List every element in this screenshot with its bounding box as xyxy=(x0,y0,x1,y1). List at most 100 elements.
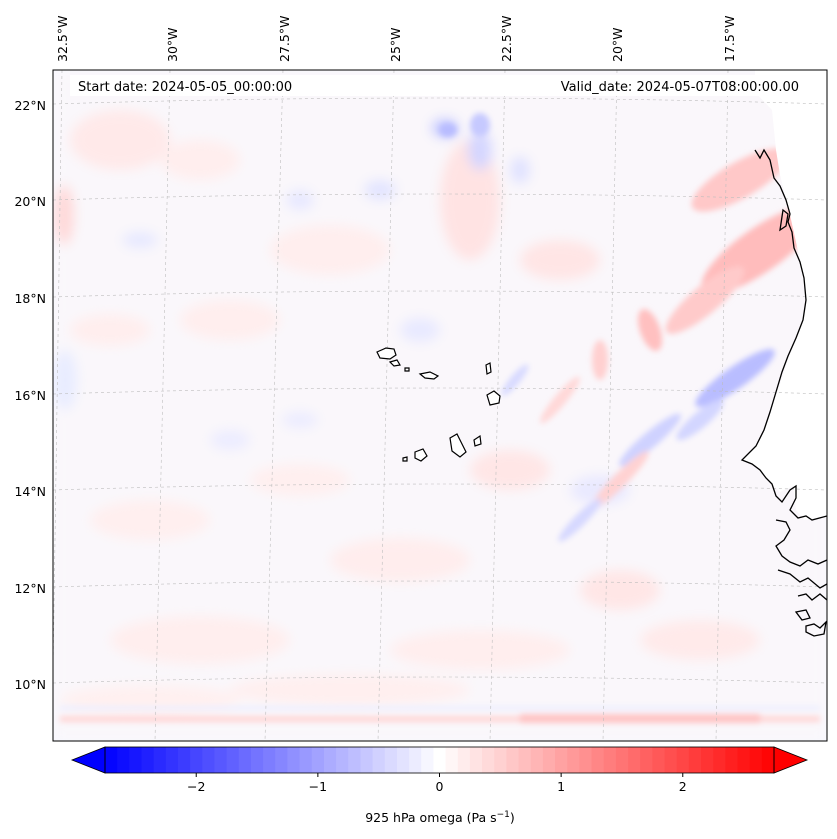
colorbar-cell xyxy=(664,747,678,773)
colorbar-extend-min xyxy=(70,746,106,774)
colorbar-cell xyxy=(688,747,702,773)
colorbar-cell xyxy=(591,747,605,773)
land-africa xyxy=(742,70,827,741)
lat-label: 22°N xyxy=(14,98,46,113)
colorbar-cell xyxy=(761,747,775,773)
colorbar-cell xyxy=(530,747,544,773)
lon-label: 25°W xyxy=(388,27,403,62)
colorbar-cell xyxy=(275,747,289,773)
colorbar-tick-label: 1 xyxy=(557,779,565,794)
colorbar-cell xyxy=(105,747,118,773)
lat-label: 20°N xyxy=(14,194,46,209)
island-sal xyxy=(485,362,492,375)
valid-date-label: Valid_date: 2024-05-07T08:00:00.00 xyxy=(561,80,799,95)
colorbar-tick-label: −1 xyxy=(309,779,327,794)
colorbar-cell xyxy=(749,747,763,773)
colorbar-cell xyxy=(676,747,690,773)
colorbar-cell xyxy=(433,747,447,773)
colorbar-cell xyxy=(615,747,629,773)
colorbar-cell xyxy=(409,747,422,773)
colorbar-label: 925 hPa omega (Pa s−1) xyxy=(365,810,515,825)
island-sao-vicente xyxy=(388,359,401,367)
colorbar-cell xyxy=(360,747,374,773)
colorbar-tick-label: 0 xyxy=(436,779,444,794)
colorbar-cell xyxy=(555,747,568,773)
map-panel[interactable]: Start date: 2024-05-05_00:00:00 Valid_da… xyxy=(52,69,830,742)
island-santa-luzia xyxy=(404,367,410,372)
colorbar-cell xyxy=(469,747,483,773)
colorbar-tick-label: −2 xyxy=(187,779,205,794)
colorbar-cells xyxy=(105,747,775,773)
colorbar-cell xyxy=(263,747,276,773)
coastline xyxy=(740,148,827,637)
colorbar-tick-label: 2 xyxy=(679,779,687,794)
colorbar-cell xyxy=(384,747,398,773)
lat-label: 16°N xyxy=(14,388,46,403)
colorbar-cell xyxy=(153,747,167,773)
colorbar-cell xyxy=(628,747,641,773)
colorbar-cell xyxy=(311,747,325,773)
island-maio xyxy=(473,434,482,447)
island-brava xyxy=(402,456,408,462)
start-date-label: Start date: 2024-05-05_00:00:00 xyxy=(78,80,292,95)
colorbar-cell xyxy=(190,747,203,773)
lat-label: 14°N xyxy=(14,484,46,499)
island-santo-antao xyxy=(376,347,397,360)
island-boa-vista xyxy=(486,390,501,406)
colorbar-cell xyxy=(725,747,739,773)
colorbar-cell xyxy=(287,747,301,773)
colorbar-cell xyxy=(482,747,495,773)
colorbar-cell xyxy=(445,747,459,773)
colorbar-cell xyxy=(165,747,179,773)
colorbar-cell xyxy=(238,747,252,773)
colorbar-cell xyxy=(141,747,155,773)
colorbar-cell xyxy=(177,747,191,773)
colorbar-extend-max xyxy=(773,746,809,774)
lon-label: 22.5°W xyxy=(499,16,514,62)
colorbar-cell xyxy=(579,747,593,773)
omega-field xyxy=(53,70,827,741)
island-sao-nicolau xyxy=(418,371,440,380)
lat-label: 10°N xyxy=(14,677,46,692)
colorbar-cell xyxy=(457,747,471,773)
graticule xyxy=(53,70,827,741)
lon-label: 20°W xyxy=(610,27,625,62)
colorbar-cell xyxy=(506,747,520,773)
colorbar-cell xyxy=(250,747,264,773)
colorbar-cell xyxy=(117,747,130,773)
colorbar-cell xyxy=(336,747,349,773)
colorbar-cell xyxy=(713,747,726,773)
colorbar-cell xyxy=(226,747,240,773)
lat-label: 18°N xyxy=(14,291,46,306)
colorbar-cell xyxy=(603,747,617,773)
title-strip xyxy=(70,75,808,96)
colorbar-cell xyxy=(129,747,143,773)
island-santiago xyxy=(449,433,467,458)
lon-label: 27.5°W xyxy=(277,16,292,62)
lon-label: 17.5°W xyxy=(722,16,737,62)
colorbar-cell xyxy=(396,747,410,773)
cape-verde-islands xyxy=(376,347,501,462)
colorbar: −2 −1 0 1 2 925 hPa omega (Pa s−1) xyxy=(70,746,809,825)
colorbar-cell xyxy=(323,747,337,773)
colorbar-cell xyxy=(348,747,362,773)
lon-label: 30°W xyxy=(165,27,180,62)
colorbar-cell xyxy=(701,747,714,773)
colorbar-cell xyxy=(737,747,751,773)
colorbar-ticks: −2 −1 0 1 2 xyxy=(187,773,687,794)
island-fogo xyxy=(414,448,428,462)
lon-label: 32.5°W xyxy=(55,16,70,62)
longitude-labels: 32.5°W 30°W 27.5°W 25°W 22.5°W 20°W 17.5… xyxy=(55,16,737,62)
colorbar-cell xyxy=(494,747,507,773)
colorbar-cell xyxy=(640,747,653,773)
colorbar-cell xyxy=(299,747,313,773)
colorbar-cell xyxy=(567,747,580,773)
colorbar-cell xyxy=(652,747,666,773)
colorbar-cell xyxy=(202,747,216,773)
map-frame xyxy=(52,69,828,742)
colorbar-cell xyxy=(421,747,435,773)
colorbar-cell xyxy=(214,747,228,773)
colorbar-cell xyxy=(518,747,532,773)
colorbar-cell xyxy=(372,747,386,773)
